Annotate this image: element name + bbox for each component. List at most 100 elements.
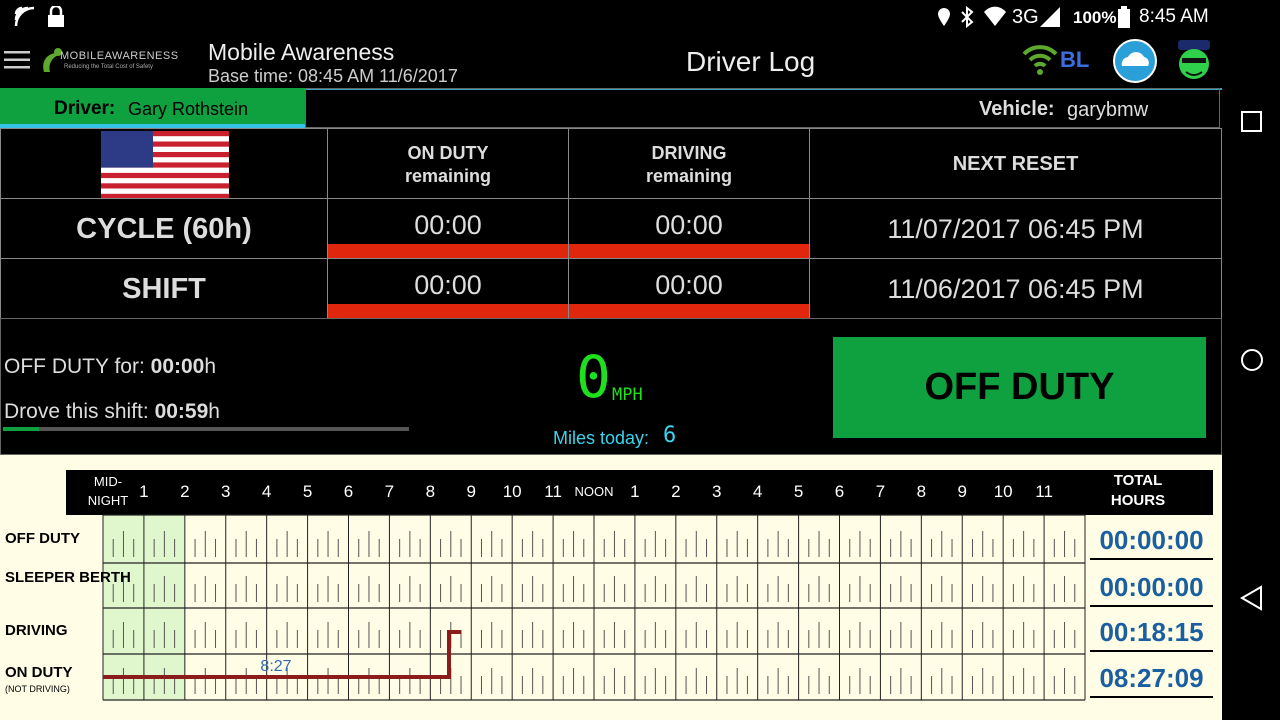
driver-name: Gary Rothstein (128, 99, 249, 119)
hour-label: 10 (993, 482, 1013, 501)
nav-bar (1240, 111, 1263, 611)
unit: h (208, 400, 220, 423)
header-subtitle: remaining (645, 166, 733, 186)
connection-status[interactable]: BL (1060, 47, 1090, 72)
label-text: ON DUTY (5, 664, 73, 681)
hour-label: 11 (1035, 482, 1053, 501)
hour-label: 4 (752, 482, 763, 501)
label-text: SLEEPER BERTH (5, 568, 131, 586)
value: 00:59 (154, 400, 209, 423)
on-duty-header: ON DUTY remaining (327, 128, 569, 199)
time-value: 00:00 (655, 270, 723, 300)
hour-label: 8 (425, 482, 436, 501)
driving-header: DRIVING remaining (568, 128, 810, 199)
hour-label: 7 (384, 482, 395, 501)
vehicle-label: Vehicle: (979, 98, 1055, 120)
network-type: 3G (1012, 6, 1039, 28)
hour-label: 9 (957, 482, 967, 501)
app-bar: MOBILEAWARENESS Reducing the Total Cost … (0, 34, 1222, 90)
miles-today: 6 (663, 423, 677, 448)
status-bar: 3G 100% 8:45 AM (0, 0, 1280, 34)
driver-bar: Driver: Gary Rothstein (0, 88, 305, 128)
depleted-bar (328, 244, 568, 258)
time-value: 00:00 (655, 210, 723, 240)
sync-button[interactable] (1112, 38, 1158, 84)
status-icons (14, 6, 64, 27)
grid-header-bar (66, 470, 1213, 515)
battery-icon (1118, 6, 1130, 28)
hour-label: 1 (630, 482, 640, 501)
hour-label: 11 (544, 482, 562, 501)
hour-label: 3 (712, 482, 722, 501)
hour-label: 4 (261, 482, 272, 501)
clock: 8:45 AM (1139, 6, 1209, 27)
wifi-icon (1022, 45, 1058, 75)
next-reset-time: 11/06/2017 06:45 PM (809, 258, 1222, 319)
hour-label: 9 (466, 482, 476, 501)
row-label: ON DUTY (NOT DRIVING) (5, 665, 85, 697)
hour-label: 5 (302, 482, 313, 501)
progress-fill (3, 427, 39, 431)
summary-panel: OFF DUTY for: 00:00h Drove this shift: 0… (0, 318, 1222, 455)
row-total: 00:18:15 (1090, 614, 1213, 652)
label-text: OFF DUTY (5, 530, 80, 547)
row-total: 00:00:00 (1090, 569, 1213, 607)
header-title: NEXT RESET (952, 153, 1079, 175)
duty-status-button[interactable]: OFF DUTY (833, 337, 1206, 438)
remaining-time: 00:00 (568, 198, 810, 259)
shift-progress (3, 427, 409, 431)
drove-this-shift: Drove this shift: 00:59h (4, 400, 220, 424)
depleted-bar (569, 304, 809, 318)
header-title: ON DUTY (407, 143, 489, 163)
logo-icon (43, 48, 62, 72)
row-label: SLEEPER BERTH (5, 568, 131, 586)
grid-lines: 8:27 (66, 470, 1213, 701)
app-name: Mobile Awareness (208, 39, 395, 65)
hour-label: 5 (793, 482, 804, 501)
row-label: CYCLE (60h) (0, 198, 328, 259)
hour-label: 2 (180, 482, 190, 501)
next-reset-time: 11/07/2017 06:45 PM (809, 198, 1222, 259)
header-title: DRIVING (651, 143, 727, 163)
remaining-time: 00:00 (327, 198, 569, 259)
hour-label: 7 (875, 482, 886, 501)
hour-label: 6 (834, 482, 845, 501)
hour-label: NOON (574, 484, 614, 499)
speed-unit: MPH (612, 385, 643, 405)
row-label: DRIVING (5, 623, 85, 639)
logo-tagline: Reducing the Total Cost of Safety (64, 64, 153, 70)
next-reset-header: NEXT RESET (809, 128, 1222, 199)
hour-label: MID-NIGHT (87, 474, 129, 508)
unit: h (204, 355, 217, 378)
off-duty-for: OFF DUTY for: 00:00h (4, 355, 216, 379)
vehicle-bar: Vehicle: garybmw (305, 88, 1220, 128)
speed: 0 (576, 343, 611, 411)
remaining-time: 00:00 (327, 258, 569, 319)
depleted-bar (569, 244, 809, 258)
remaining-time: 00:00 (568, 258, 810, 319)
back-button[interactable] (1240, 585, 1262, 611)
status-icons-right (938, 6, 1006, 28)
screen-title: Driver Log (686, 46, 816, 77)
vehicle-name: garybmw (1067, 99, 1149, 121)
hour-label: 3 (221, 482, 231, 501)
label-text: DRIVING (5, 622, 68, 639)
row-total: 08:27:09 (1090, 660, 1213, 698)
time-value: 00:00 (414, 210, 482, 240)
hour-label: 1 (139, 482, 149, 501)
driver-label: Driver: (54, 98, 116, 119)
home-button[interactable] (1241, 349, 1263, 371)
value: 00:00 (150, 355, 205, 378)
profile-button[interactable] (1172, 38, 1216, 84)
row-label: OFF DUTY (5, 531, 85, 547)
label-subtext: (NOT DRIVING) (5, 684, 70, 694)
menu-button[interactable] (4, 50, 30, 70)
duty-annotation: 8:27 (260, 658, 291, 675)
base-time: Base time: 08:45 AM 11/6/2017 (208, 66, 458, 86)
recents-button[interactable] (1241, 111, 1262, 132)
row-label: SHIFT (0, 258, 328, 319)
label: OFF DUTY for: (4, 355, 145, 378)
logo: MOBILEAWARENESS (60, 50, 179, 62)
log-grid: 8:27 MID-NIGHT 1 2 3 4 5 6 7 8 9 10 11 NOON 1 2 3 4 5 6 7 8 9… (0, 455, 1222, 720)
